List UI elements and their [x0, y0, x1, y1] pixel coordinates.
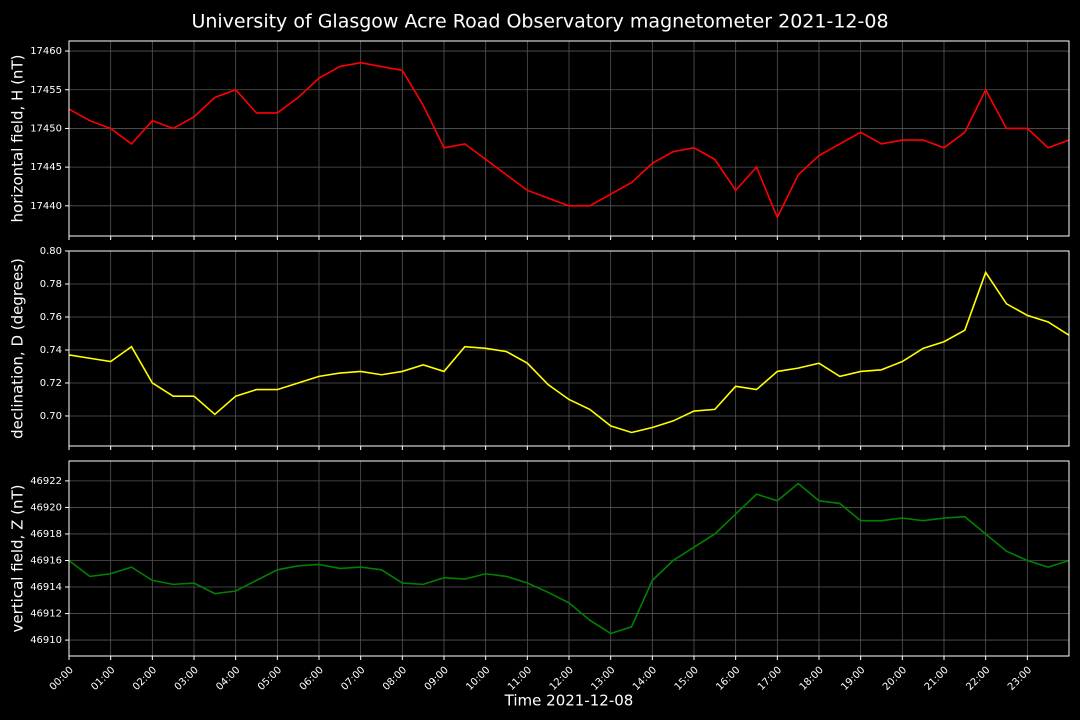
y-tick-label: 46922 [30, 476, 62, 487]
x-tick-label: 02:00 [131, 665, 159, 693]
x-axis-label: Time 2021-12-08 [504, 692, 634, 710]
figure-title: University of Glasgow Acre Road Observat… [191, 11, 888, 33]
y-tick-label: 46910 [30, 635, 62, 646]
x-tick-label: 10:00 [464, 665, 492, 693]
x-tick-label: 16:00 [714, 665, 742, 693]
x-tick-label: 00:00 [48, 665, 76, 693]
y-tick-label: 0.70 [40, 411, 62, 422]
x-tick-label: 11:00 [506, 665, 534, 693]
x-tick-label: 20:00 [881, 665, 909, 693]
axes-frame [68, 460, 1070, 657]
y-tick-label: 0.78 [40, 279, 62, 290]
y-tick-label: 46916 [30, 555, 62, 566]
y-tick-label: 0.74 [40, 345, 62, 356]
axes-frame [68, 250, 1070, 447]
y-tick-label: 17455 [30, 85, 62, 96]
y-tick-label: 46914 [30, 582, 62, 593]
data-line [68, 270, 1070, 434]
x-tick-label: 08:00 [381, 665, 409, 693]
x-tick-label: 01:00 [89, 665, 117, 693]
x-tick-label: 15:00 [673, 665, 701, 693]
x-tick-label: 09:00 [423, 665, 451, 693]
x-tick-label: 06:00 [298, 665, 326, 693]
x-tick-label: 19:00 [839, 665, 867, 693]
y-tick-label: 46918 [30, 529, 62, 540]
x-tick-label: 22:00 [964, 665, 992, 693]
y-axis-label: declination, D (degrees) [9, 258, 27, 439]
y-tick-label: 0.76 [40, 312, 62, 323]
x-tick-label: 23:00 [1006, 665, 1034, 693]
y-tick-label: 0.80 [40, 246, 62, 257]
y-tick-label: 17450 [30, 123, 62, 134]
data-line [68, 482, 1070, 635]
x-tick-label: 14:00 [631, 665, 659, 693]
axes-frame [68, 40, 1070, 237]
x-tick-label: 21:00 [923, 665, 951, 693]
y-tick-label: 46920 [30, 502, 62, 513]
y-tick-label: 0.72 [40, 378, 62, 389]
y-axis-label: vertical field, Z (nT) [9, 484, 27, 632]
y-tick-label: 46912 [30, 609, 62, 620]
y-tick-label: 17460 [30, 46, 62, 57]
x-tick-label: 03:00 [173, 665, 201, 693]
x-tick-label: 12:00 [548, 665, 576, 693]
y-tick-label: 17440 [30, 201, 62, 212]
x-tick-label: 18:00 [798, 665, 826, 693]
y-axis-label: horizontal field, H (nT) [9, 55, 27, 223]
y-tick-label: 17445 [30, 162, 62, 173]
x-tick-label: 05:00 [256, 665, 284, 693]
x-tick-label: 07:00 [339, 665, 367, 693]
x-tick-label: 04:00 [214, 665, 242, 693]
x-tick-label: 17:00 [756, 665, 784, 693]
x-tick-label: 13:00 [589, 665, 617, 693]
data-line [68, 61, 1070, 220]
